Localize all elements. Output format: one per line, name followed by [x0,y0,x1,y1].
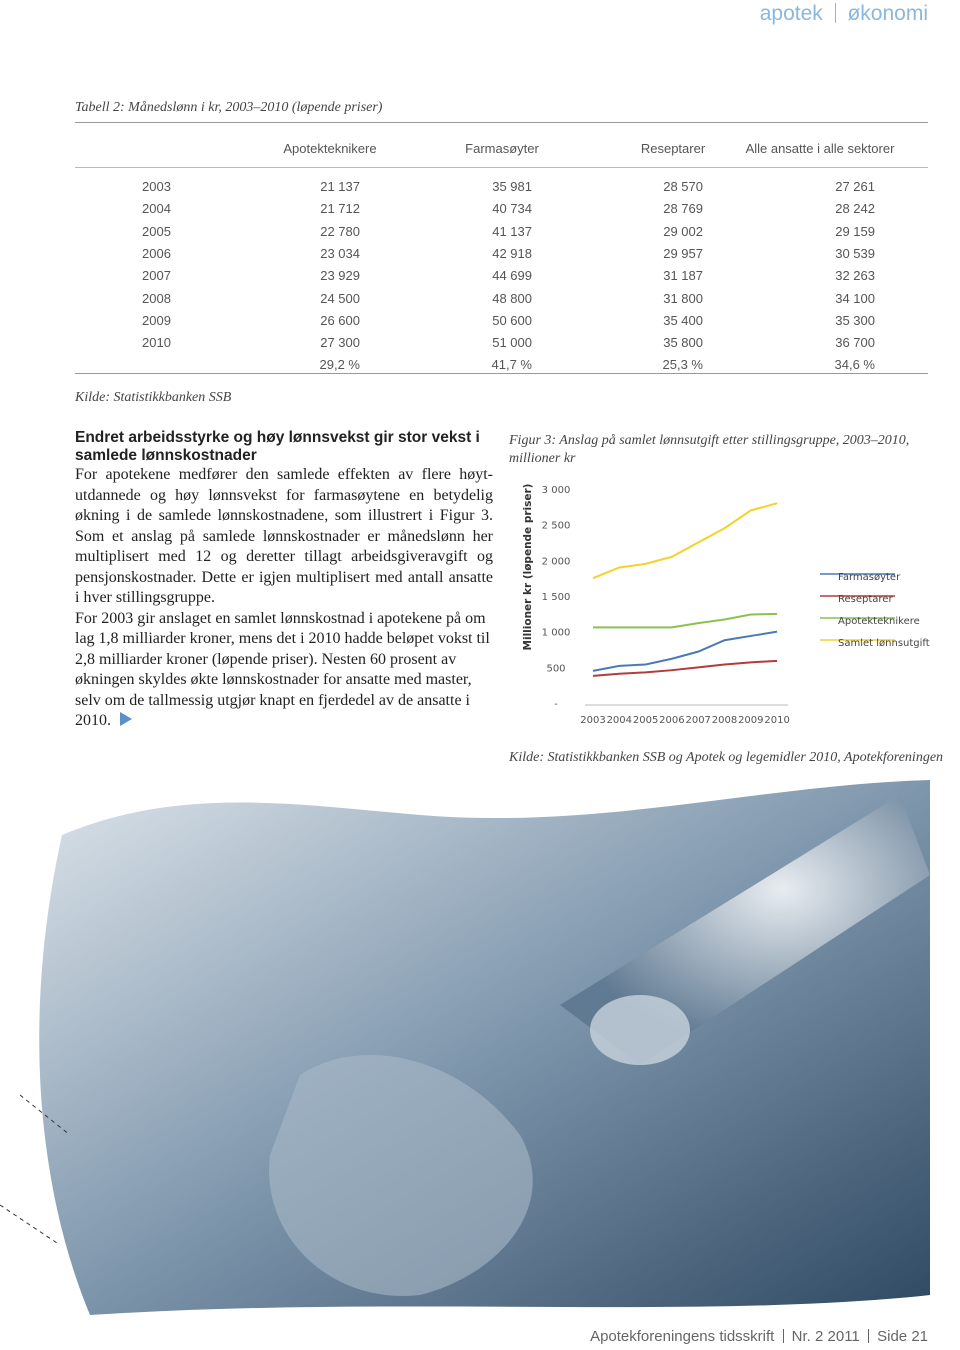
row-label: 2008 [142,290,171,306]
cell: 31 800 [663,290,703,306]
page-number: Side 21 [877,1328,928,1345]
x-tick-label: 2010 [764,715,789,726]
change-cell: 34,6 % [834,357,875,373]
x-tick-label: 2003 [580,715,605,726]
y-tick-label: - [554,699,558,710]
y-tick-label: 3 000 [542,485,571,496]
cell: 27 261 [835,179,875,194]
y-tick-label: 2 000 [542,556,571,567]
cell: 40 734 [492,201,532,217]
cell: 35 800 [663,335,703,351]
figure-source: Kilde: Statistikkbanken SSB og Apotek og… [509,750,944,765]
cell: 24 500 [320,290,360,306]
y-tick-label: 2 500 [542,521,571,532]
cell: 36 700 [835,335,875,351]
table-source: Kilde: Statistikkbanken SSB [75,390,232,405]
legend-label: Farmasøyter [838,572,901,583]
cell: 30 539 [835,245,875,261]
topic: økonomi [847,2,928,25]
cell: 28 242 [835,201,875,217]
row-label: 2005 [142,223,171,239]
column-header: Apotekteknikere [283,141,377,156]
cell: 42 918 [492,245,532,261]
y-tick-label: 500 [546,663,565,674]
x-tick-label: 2008 [712,715,737,726]
cell: 29 159 [835,223,875,239]
cell: 28 570 [663,179,703,194]
row-label: 2007 [142,268,171,284]
row-label: 2003 [142,179,171,194]
figure-caption: Figur 3: Anslag på samlet lønnsutgift et… [509,433,910,466]
row-label: 2004 [142,201,171,217]
change-cell: 29,2 % [319,357,360,373]
series-line [592,502,778,580]
cell: 28 769 [663,201,703,217]
section: apotek [759,2,823,25]
column-header: Reseptarer [640,141,706,156]
header: apotek økonomi [760,2,928,26]
heading: Endret arbeidsstyrke og høy lønnsvekst g… [75,429,480,464]
end-arrow [120,712,133,726]
cell: 29 957 [663,245,703,261]
cell: 22 780 [320,223,360,239]
separator [782,1329,784,1343]
publication: Apotekforeningens tidsskrift [590,1328,775,1345]
y-axis-label: Millioner kr (løpende priser) [522,484,534,651]
x-tick-label: 2006 [659,715,684,726]
paragraph: For 2003 gir anslaget en samlet lønnskos… [75,609,490,730]
legend-label: Reseptarer [838,594,893,605]
cell: 35 981 [492,179,532,194]
cell: 23 034 [320,245,360,261]
paragraph: For apotekene medfører den samlede effek… [75,466,493,606]
x-tick-label: 2007 [685,715,710,726]
table-caption: Tabell 2: Månedslønn i kr, 2003–2010 (lø… [75,100,383,115]
series-line [593,612,778,629]
photo [0,780,930,1315]
cell: 32 263 [835,268,875,284]
x-tick-label: 2004 [607,715,632,726]
cell: 34 100 [835,290,875,306]
column-header: Alle ansatte i alle sektorer [745,141,895,156]
cell: 35 300 [835,312,875,328]
cell: 50 600 [492,312,532,328]
cell: 23 929 [320,268,360,284]
row-label: 2006 [142,245,171,261]
table: Apotekteknikere Farmasøyter Reseptarer Alle… [75,122,928,374]
cell: 29 002 [663,223,703,239]
cell: 41 137 [492,223,532,239]
cell: 48 800 [492,290,532,306]
y-tick-label: 1 000 [542,628,571,639]
row-label: 2009 [142,312,171,328]
x-tick-label: 2009 [738,715,763,726]
cell: 21 712 [320,201,360,217]
series-line [592,630,778,672]
separator [867,1329,869,1343]
footer: Apotekforeningens tidsskrift Nr. 2 2011 … [590,1328,928,1345]
header-rule [75,167,928,168]
series-line [592,659,778,677]
issue: Nr. 2 2011 [791,1328,860,1345]
cell: 31 187 [663,268,703,284]
cell: 44 699 [492,268,532,284]
cell: 26 600 [320,312,360,328]
legend-label: Apotekteknikere [838,616,920,627]
cell: 21 137 [320,179,360,194]
change-cell: 25,3 % [662,357,703,373]
change-cell: 41,7 % [491,357,532,373]
y-tick-label: 1 500 [542,592,571,603]
legend-label: Samlet lønnsutgift [838,638,930,649]
cell: 51 000 [492,335,532,351]
x-tick-label: 2005 [633,715,658,726]
cell: 27 300 [320,335,360,351]
row-label: 2010 [142,335,171,351]
cell: 35 400 [663,312,703,328]
column-header: Farmasøyter [465,141,539,156]
separator [834,3,836,23]
article: Endret arbeidsstyrke og høy lønnsvekst g… [75,429,493,732]
chart: - 500 1 000 1 500 2 000 2 500 3 000 Millioner k… [522,484,930,726]
